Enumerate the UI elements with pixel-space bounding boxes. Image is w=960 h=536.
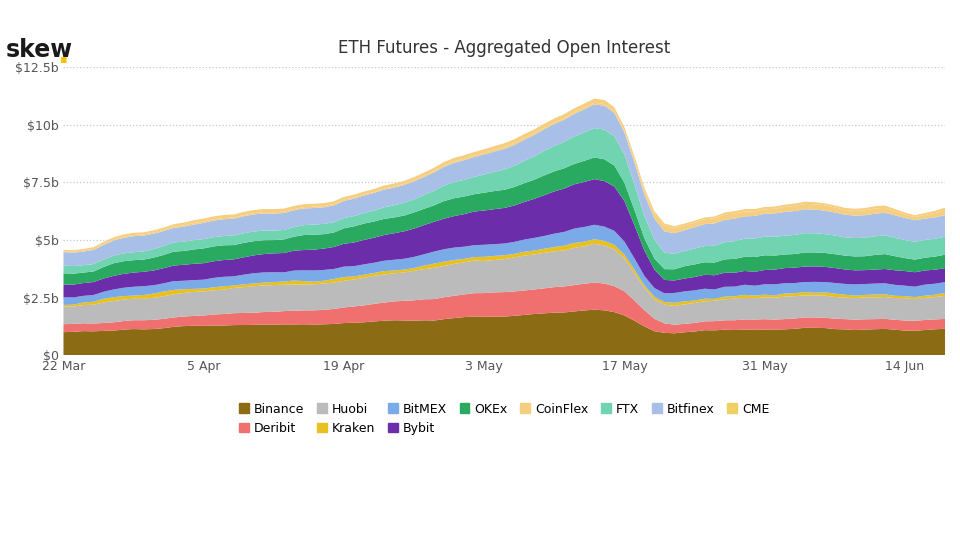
Text: .: . — [59, 40, 70, 69]
Legend: Binance, Deribit, Huobi, Kraken, BitMEX, Bybit, OKEx, CoinFlex, FTX, Bitfinex, C: Binance, Deribit, Huobi, Kraken, BitMEX,… — [239, 403, 769, 435]
Text: skew: skew — [6, 38, 73, 62]
Title: ETH Futures - Aggregated Open Interest: ETH Futures - Aggregated Open Interest — [338, 39, 670, 57]
